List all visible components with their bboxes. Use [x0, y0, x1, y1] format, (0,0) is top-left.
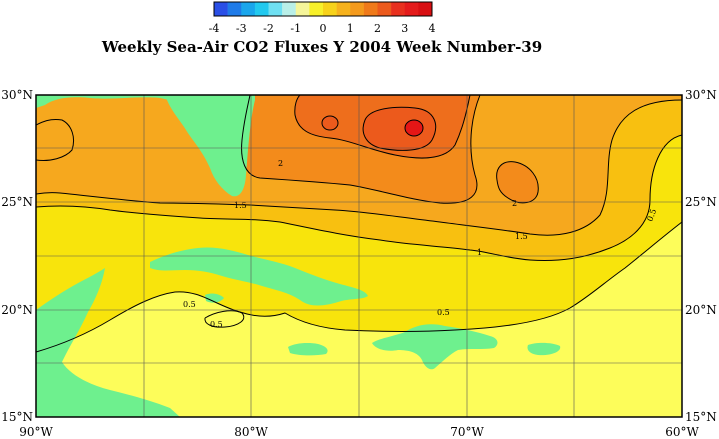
contour-2-east	[496, 161, 539, 204]
contour-2.5	[294, 95, 471, 159]
colorbar-cell	[295, 2, 310, 16]
lat-label: 15°N	[1, 410, 33, 424]
lon-labels: 90°W 80°W 70°W 60°W	[19, 425, 699, 439]
colorbar-frame	[213, 1, 433, 17]
colorbar-label: 2	[374, 22, 381, 35]
lat-label: 25°N	[685, 195, 717, 209]
contour-0.5-loop	[204, 310, 245, 328]
contour-label: 1.5	[234, 201, 247, 210]
lat-labels-right: 30°N 25°N 20°N 15°N	[685, 88, 717, 424]
contour-label: 0.5	[210, 320, 223, 329]
land-florida	[165, 95, 255, 197]
colorbar-cell	[404, 2, 419, 16]
lat-label: 30°N	[685, 88, 717, 102]
lat-label: 30°N	[1, 88, 33, 102]
land-puerto-rico	[527, 342, 561, 356]
colorbar-cell	[282, 2, 297, 16]
land-isle-of-youth	[205, 293, 224, 303]
lon-label: 80°W	[234, 425, 268, 439]
colorbar-label: -2	[263, 22, 274, 35]
colorbar-label: -1	[290, 22, 301, 35]
contour-1	[36, 134, 682, 261]
colorbar-cell	[214, 2, 228, 16]
colorbar-label: 4	[429, 22, 436, 35]
land-yucatan	[36, 268, 180, 417]
colorbar-label: 0	[320, 22, 327, 35]
lat-label: 20°N	[685, 303, 717, 317]
contour-1.5	[36, 99, 682, 236]
map-frame	[35, 94, 683, 418]
graticule	[36, 95, 682, 417]
colorbar-cell	[350, 2, 365, 16]
flux-region-0-0.5-west	[36, 222, 682, 417]
flux-region-3-3.5-small	[322, 116, 338, 130]
land	[36, 95, 561, 417]
map-title: Weekly Sea-Air CO2 Fluxes Y 2004 Week Nu…	[101, 38, 542, 56]
flux-region-3-3.5	[363, 107, 436, 151]
contour-label: 0.5	[183, 300, 196, 309]
contour-4	[404, 119, 424, 137]
colorbar-label: 3	[401, 22, 408, 35]
colorbar-label: -3	[236, 22, 247, 35]
colorbar-cell	[241, 2, 256, 16]
contour-2	[241, 95, 481, 204]
contour-label: 1	[477, 248, 482, 257]
contour-label: 1.5	[515, 232, 528, 241]
colorbar-cell	[336, 2, 351, 16]
colorbar-cell	[309, 2, 324, 16]
land-hispaniola	[372, 324, 498, 370]
colorbar-cells	[214, 2, 433, 16]
lon-label: 90°W	[19, 425, 53, 439]
colorbar-cell	[377, 2, 392, 16]
contour-label: 2	[512, 199, 517, 208]
colorbar-labels: -4 -3 -2 -1 0 1 2 3 4	[209, 22, 436, 35]
colorbar-cell	[227, 2, 242, 16]
contour-label: 2	[278, 159, 283, 168]
flux-region-4-plus	[405, 120, 423, 136]
contour-label: 0.5	[645, 208, 658, 223]
contour-3	[362, 106, 437, 151]
colorbar-label: 1	[347, 22, 354, 35]
colorbar-cell	[391, 2, 406, 16]
lon-label: 60°W	[665, 425, 699, 439]
contour-label: 0.5	[437, 308, 450, 317]
lat-label: 15°N	[685, 410, 717, 424]
land-jamaica	[288, 343, 328, 356]
contour-1.5-west	[36, 119, 75, 161]
contour-labels: 2 1.5 2 1.5 1 0.5 0.5 0.5 0.5	[183, 159, 658, 329]
lat-label: 20°N	[1, 303, 33, 317]
lon-label: 70°W	[450, 425, 484, 439]
colorbar-label: -4	[209, 22, 220, 35]
flux-region-2-2.5-east	[496, 161, 539, 203]
colorbar: -4 -3 -2 -1 0 1 2 3 4	[209, 1, 436, 35]
contour-3-small	[321, 115, 339, 131]
contour-lines	[36, 95, 682, 353]
lat-label: 25°N	[1, 195, 33, 209]
colorbar-cell	[323, 2, 337, 16]
colorbar-cell	[418, 2, 433, 16]
colorbar-cell	[268, 2, 283, 16]
colorbar-cell	[254, 2, 269, 16]
colorbar-cell	[363, 2, 378, 16]
land-cuba	[150, 247, 368, 306]
lat-labels-left: 30°N 25°N 20°N 15°N	[1, 88, 33, 424]
contour-0.5	[36, 221, 682, 353]
